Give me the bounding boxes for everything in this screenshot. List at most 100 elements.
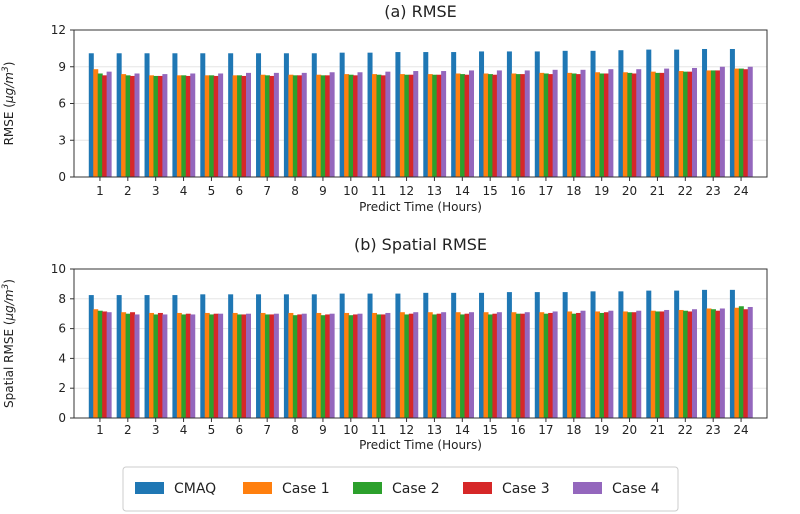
bar-case3-20: [631, 312, 637, 418]
bar-case1-2: [121, 312, 127, 418]
bar-case4-5: [218, 313, 224, 418]
bar-case2-5: [209, 75, 215, 177]
y-axis-label: RMSE (μg/m3): [1, 62, 16, 146]
x-tick-label: 4: [180, 184, 188, 198]
y-tick-label: 2: [58, 381, 66, 395]
bar-cmaq-12: [395, 293, 401, 418]
legend-swatch-case2: [353, 482, 382, 494]
bar-case1-8: [288, 74, 294, 177]
x-tick-label: 6: [235, 184, 243, 198]
bar-case1-3: [148, 75, 154, 177]
bar-case3-18: [576, 74, 582, 177]
bar-case4-16: [524, 70, 530, 177]
x-tick-label: 19: [594, 184, 609, 198]
y-tick-label: 9: [58, 60, 66, 74]
bar-case2-19: [599, 312, 605, 418]
bar-case2-7: [264, 314, 270, 418]
bar-cmaq-9: [311, 294, 317, 418]
bar-cmaq-5: [200, 294, 206, 418]
bar-case1-9: [316, 74, 322, 177]
bar-case2-20: [627, 312, 633, 418]
chart-title: (a) RMSE: [384, 2, 457, 21]
bar-case1-23: [706, 70, 712, 177]
y-axis-label-suffix: ): [2, 62, 16, 67]
bar-case2-9: [320, 75, 326, 177]
bar-cmaq-9: [311, 53, 317, 177]
legend-label-case3: Case 3: [502, 481, 550, 497]
x-tick-label: 14: [455, 423, 470, 437]
bar-case3-3: [157, 75, 163, 177]
legend-label-case1: Case 1: [282, 481, 330, 497]
bar-case4-16: [524, 312, 530, 418]
legend-label-cmaq: CMAQ: [174, 481, 216, 497]
bar-cmaq-18: [562, 50, 568, 178]
bar-cmaq-1: [88, 53, 94, 177]
bar-case2-14: [460, 74, 466, 177]
chart-title: (b) Spatial RMSE: [354, 235, 487, 254]
x-tick-label: 12: [399, 423, 414, 437]
bar-case4-15: [496, 312, 502, 418]
bar-case2-14: [460, 314, 466, 418]
bar-case1-16: [511, 73, 517, 177]
bar-cmaq-8: [283, 294, 289, 418]
x-tick-label: 16: [510, 184, 525, 198]
bar-case3-13: [436, 313, 442, 418]
x-tick-label: 19: [594, 423, 609, 437]
bar-case1-11: [371, 312, 377, 418]
bar-case2-21: [655, 72, 661, 177]
bar-case2-8: [292, 75, 298, 177]
bar-case2-21: [655, 311, 661, 418]
bar-case2-12: [404, 74, 410, 177]
bar-cmaq-20: [618, 50, 624, 177]
bar-cmaq-2: [116, 53, 122, 177]
bar-case1-1: [93, 309, 99, 418]
x-tick-label: 2: [124, 423, 132, 437]
bar-case2-2: [125, 313, 131, 418]
y-tick-label: 10: [51, 262, 66, 276]
bar-case3-21: [659, 311, 665, 418]
bar-case4-17: [552, 311, 558, 418]
bar-case2-20: [627, 72, 633, 177]
bar-cmaq-11: [367, 293, 373, 418]
bar-case1-7: [260, 74, 266, 177]
bar-case1-16: [511, 312, 517, 418]
bar-case3-16: [520, 74, 526, 177]
x-tick-label: 3: [152, 184, 160, 198]
x-tick-label: 23: [706, 184, 721, 198]
x-tick-label: 12: [399, 184, 414, 198]
legend: CMAQ Case 1 Case 2 Case 3 Case 4: [122, 466, 679, 512]
y-axis-label-unit-m: /m: [2, 289, 16, 306]
bar-case3-10: [353, 314, 359, 418]
bar-case1-10: [344, 74, 350, 177]
x-tick-label: 16: [510, 423, 525, 437]
bar-cmaq-4: [172, 295, 178, 418]
bar-case2-4: [181, 75, 187, 177]
bar-case4-22: [692, 67, 698, 177]
bar-case4-21: [664, 68, 670, 177]
bar-case4-11: [385, 71, 391, 177]
x-tick-label: 1: [96, 184, 104, 198]
bar-case3-7: [269, 75, 275, 177]
bar-case4-7: [273, 72, 279, 177]
y-axis-label-unit: μg: [2, 305, 16, 322]
bar-case1-9: [316, 312, 322, 418]
bar-cmaq-14: [451, 52, 457, 177]
x-tick-label: 17: [538, 184, 553, 198]
bar-case2-17: [543, 313, 549, 418]
x-tick-label: 3: [152, 423, 160, 437]
bar-case3-17: [548, 74, 554, 177]
bar-case1-4: [176, 75, 182, 177]
bar-case3-9: [325, 75, 331, 177]
bar-case1-2: [121, 74, 127, 177]
bar-case4-10: [357, 313, 363, 418]
x-tick-label: 22: [678, 184, 693, 198]
y-axis-label-unit-m: /m: [2, 72, 16, 89]
x-tick-label: 9: [319, 423, 327, 437]
y-axis-label: Spatial RMSE (μg/m3): [1, 279, 16, 408]
bar-cmaq-16: [506, 51, 512, 177]
bar-case4-23: [719, 66, 725, 177]
bar-case3-7: [269, 314, 275, 418]
bar-case2-15: [487, 314, 493, 418]
bar-cmaq-7: [256, 53, 262, 177]
